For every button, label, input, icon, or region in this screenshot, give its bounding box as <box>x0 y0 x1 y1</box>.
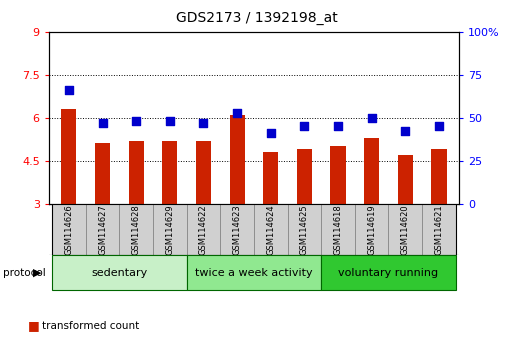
Bar <box>398 155 413 204</box>
Bar <box>62 109 76 204</box>
Bar <box>330 146 346 204</box>
Bar <box>288 204 321 255</box>
Bar <box>355 204 388 255</box>
Bar <box>431 149 446 204</box>
Bar <box>297 149 312 204</box>
Text: sedentary: sedentary <box>91 268 148 278</box>
Bar <box>422 204 456 255</box>
Text: GSM114625: GSM114625 <box>300 204 309 255</box>
Text: GDS2173 / 1392198_at: GDS2173 / 1392198_at <box>175 11 338 25</box>
Point <box>267 130 275 136</box>
Text: GSM114623: GSM114623 <box>232 204 242 255</box>
Text: voluntary running: voluntary running <box>339 268 439 278</box>
Point <box>200 120 208 126</box>
Point <box>233 110 241 115</box>
Bar <box>321 204 355 255</box>
Text: GSM114621: GSM114621 <box>435 204 443 255</box>
Point <box>300 124 308 129</box>
Text: ■: ■ <box>28 319 39 332</box>
Point <box>368 115 376 120</box>
Text: ▶: ▶ <box>33 268 42 278</box>
Bar <box>364 138 379 204</box>
Text: GSM114628: GSM114628 <box>132 204 141 255</box>
Text: twice a week activity: twice a week activity <box>195 268 313 278</box>
Bar <box>263 152 279 204</box>
Point <box>132 118 140 124</box>
Text: GSM114619: GSM114619 <box>367 204 376 255</box>
Text: protocol: protocol <box>3 268 45 278</box>
Text: GSM114629: GSM114629 <box>165 204 174 255</box>
Bar <box>52 255 187 290</box>
Bar <box>52 204 86 255</box>
Bar <box>321 255 456 290</box>
Bar <box>187 255 321 290</box>
Bar <box>153 204 187 255</box>
Point <box>401 129 409 134</box>
Text: transformed count: transformed count <box>42 321 140 331</box>
Bar <box>95 143 110 204</box>
Bar <box>129 141 144 204</box>
Text: GSM114624: GSM114624 <box>266 204 275 255</box>
Bar <box>187 204 220 255</box>
Point <box>98 120 107 126</box>
Bar <box>196 141 211 204</box>
Bar <box>388 204 422 255</box>
Point <box>65 87 73 93</box>
Point <box>435 124 443 129</box>
Bar <box>229 115 245 204</box>
Bar <box>120 204 153 255</box>
Text: GSM114627: GSM114627 <box>98 204 107 255</box>
Text: GSM114620: GSM114620 <box>401 204 410 255</box>
Bar <box>220 204 254 255</box>
Bar <box>254 204 288 255</box>
Bar <box>162 141 177 204</box>
Text: GSM114622: GSM114622 <box>199 204 208 255</box>
Point <box>334 124 342 129</box>
Text: GSM114618: GSM114618 <box>333 204 343 255</box>
Bar <box>86 204 120 255</box>
Text: GSM114626: GSM114626 <box>65 204 73 255</box>
Point <box>166 118 174 124</box>
